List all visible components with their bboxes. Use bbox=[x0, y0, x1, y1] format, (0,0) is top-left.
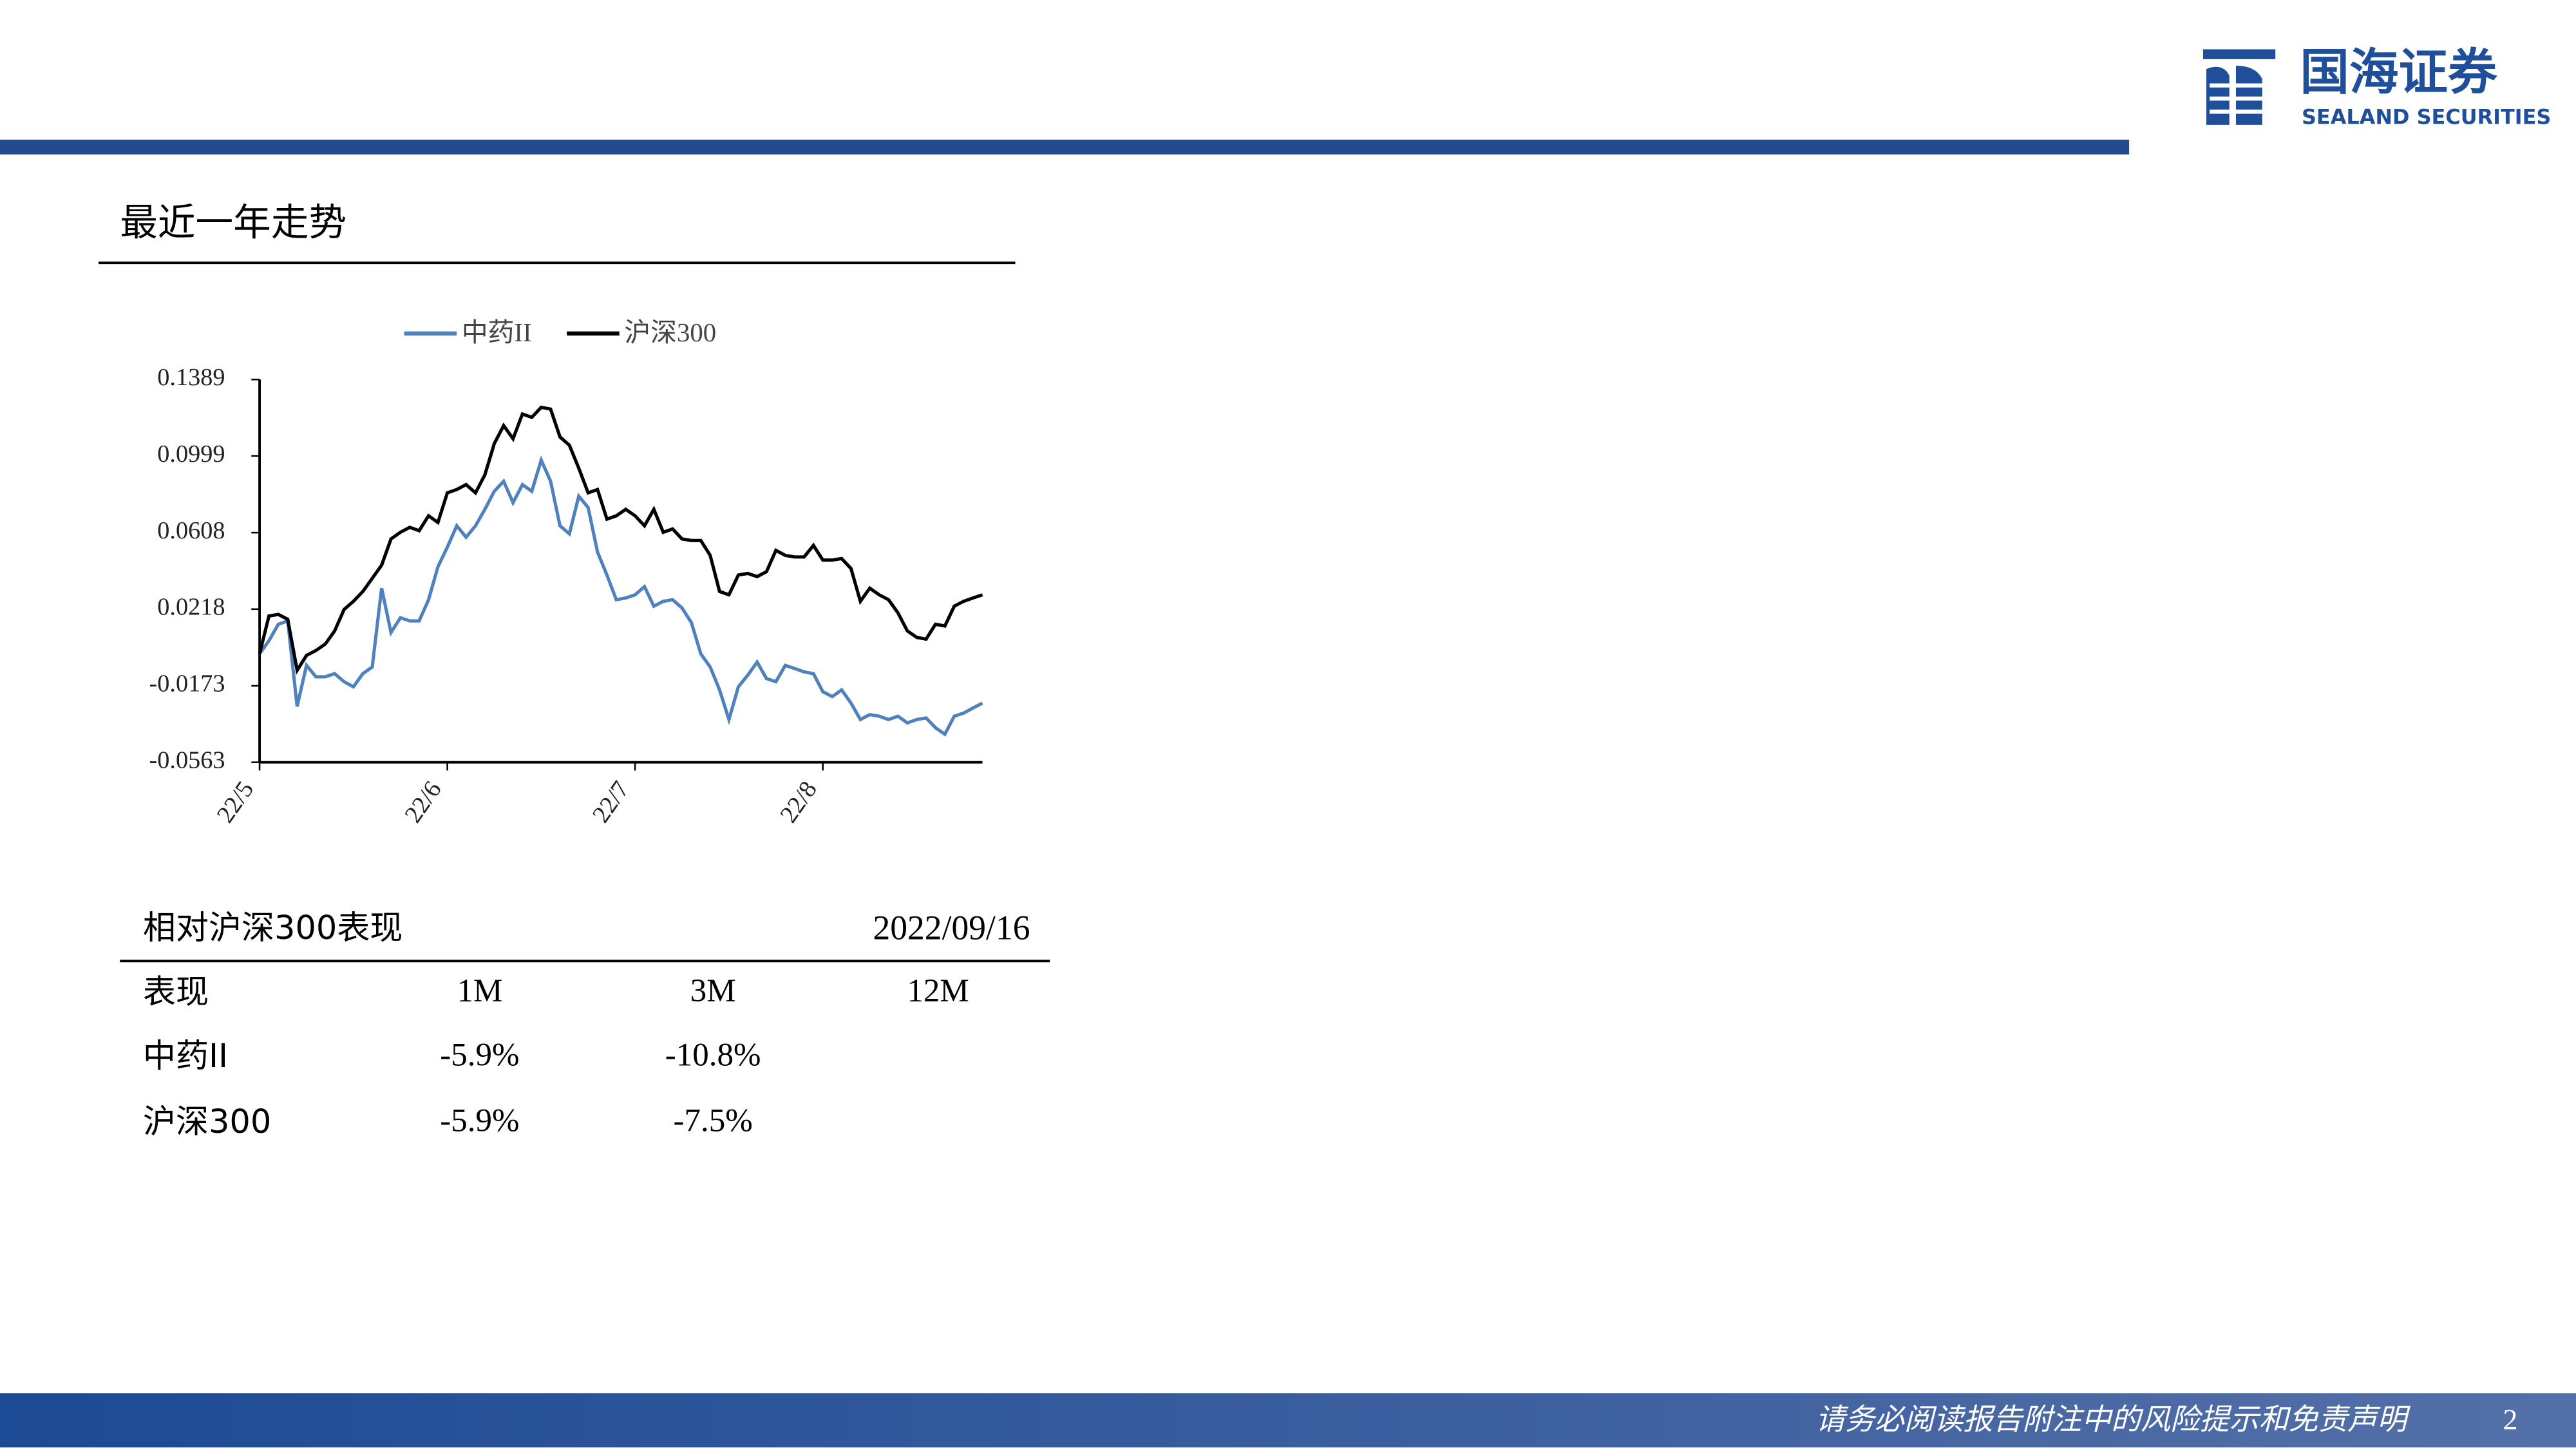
series-line bbox=[258, 455, 983, 737]
section-title: 最近一年走势 bbox=[120, 201, 346, 245]
table-cell: -5.9% bbox=[440, 1037, 519, 1074]
header-bar bbox=[0, 139, 2130, 155]
table-header-cell: 1M bbox=[457, 973, 502, 1009]
y-tick-label: -0.0563 bbox=[149, 746, 225, 773]
y-tick-label: 0.1389 bbox=[157, 364, 225, 391]
y-tick-label: 0.0218 bbox=[157, 594, 225, 621]
chart: -0.0563 -0.0173 0.0218 0.0608 0.0999 0.1389 22… bbox=[149, 318, 983, 828]
y-tick-label: 0.0608 bbox=[157, 517, 225, 544]
x-tick-label: 22/5 bbox=[212, 776, 259, 828]
x-tick-label: 22/8 bbox=[775, 776, 822, 828]
x-tick-label: 22/7 bbox=[587, 776, 634, 828]
x-tick-label: 22/6 bbox=[399, 776, 446, 828]
table-cell: 沪深300 bbox=[143, 1103, 271, 1141]
logo-en: SEALAND SECURITIES bbox=[2302, 105, 2551, 129]
table-header-cell: 表现 bbox=[143, 973, 209, 1011]
performance-table: 相对沪深300表现 2022/09/16 表现 1M 3M 12M 中药II -5.9% -… bbox=[120, 909, 1050, 1141]
table-header-cell: 12M bbox=[907, 973, 969, 1009]
page-number: 2 bbox=[2503, 1403, 2517, 1436]
table-cell: 中药II bbox=[143, 1037, 228, 1075]
logo-cn: 国海证券 bbox=[2300, 44, 2498, 101]
legend-label: 沪深300 bbox=[624, 318, 716, 347]
y-tick-label: 0.0999 bbox=[157, 440, 225, 468]
y-tick-label: -0.0173 bbox=[149, 670, 225, 697]
table-cell: -7.5% bbox=[674, 1103, 753, 1139]
table-header-cell: 3M bbox=[690, 973, 736, 1009]
table-cell: -10.8% bbox=[665, 1037, 761, 1074]
disclaimer: 请务必阅读报告附注中的风险提示和免责声明 bbox=[1815, 1403, 2410, 1436]
table-title: 相对沪深300表现 bbox=[143, 909, 402, 947]
legend-label: 中药II bbox=[462, 318, 532, 347]
table-date: 2022/09/16 bbox=[873, 909, 1030, 947]
footer-bar bbox=[0, 1393, 2576, 1448]
logo: 国海证券 SEALAND SECURITIES bbox=[2202, 44, 2551, 129]
table-cell: -5.9% bbox=[440, 1103, 519, 1139]
series-line bbox=[258, 405, 983, 675]
